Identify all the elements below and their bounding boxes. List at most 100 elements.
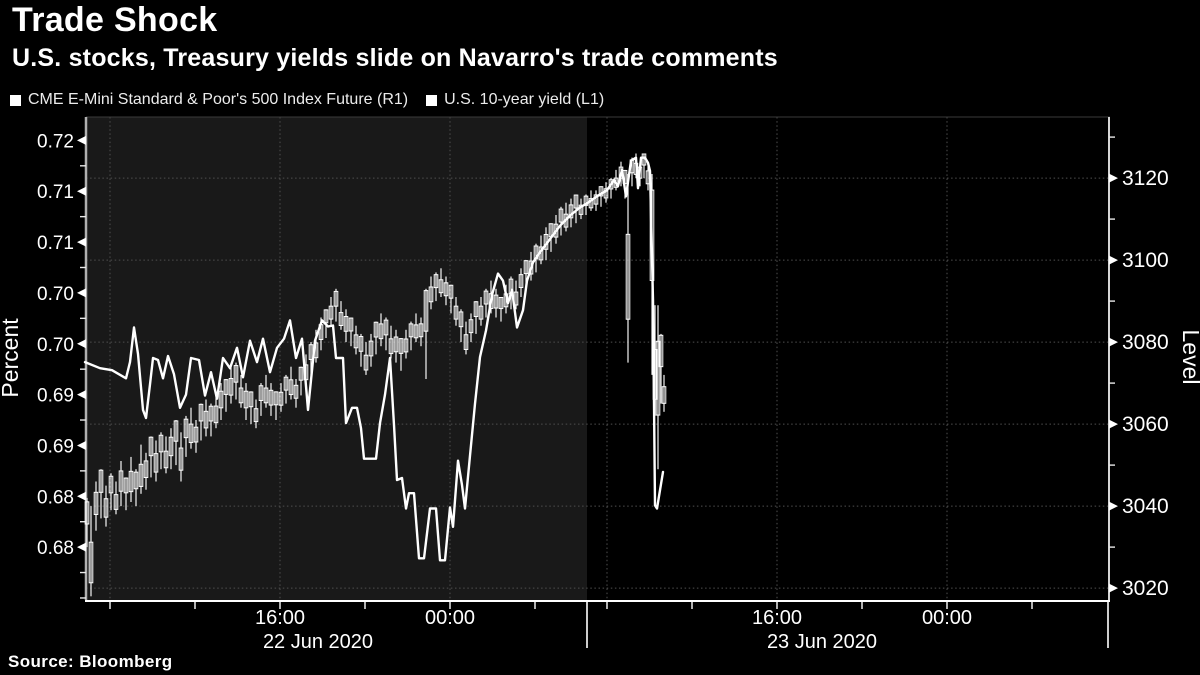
candle-body — [223, 379, 229, 395]
candle-body — [388, 338, 394, 355]
candle-body — [443, 282, 449, 297]
right-axis-tick-label: 3040 — [1122, 495, 1169, 518]
candle-body — [193, 426, 199, 443]
right-axis-tick-label: 3100 — [1122, 249, 1169, 272]
candle-body — [283, 376, 289, 391]
x-axis-date-label: 23 Jun 2020 — [767, 631, 877, 653]
candle-body — [383, 319, 389, 336]
candle-body — [458, 311, 464, 328]
candle-body — [603, 188, 609, 199]
right-axis-major-tick — [1109, 173, 1118, 183]
candle-body — [248, 391, 254, 408]
left-axis-major-tick — [77, 339, 86, 349]
candle-body — [158, 434, 164, 453]
candle-body — [198, 403, 204, 422]
candle-body — [218, 390, 224, 409]
candle-body — [661, 386, 667, 404]
candle-body — [148, 436, 154, 457]
candle-body — [258, 385, 264, 401]
left-axis-tick-label: 0.68 — [37, 538, 74, 559]
right-axis-major-tick — [1109, 501, 1118, 511]
level-axis-title: Level — [1178, 330, 1200, 385]
candle-body — [393, 336, 399, 353]
candle-body — [288, 379, 294, 396]
left-axis-tick-label: 0.71 — [37, 233, 74, 254]
candle-body — [418, 323, 424, 338]
right-axis-tick-label: 3020 — [1122, 577, 1169, 600]
left-axis-tick-label: 0.70 — [37, 284, 74, 305]
percent-axis-title: Percent — [0, 318, 23, 398]
left-axis-tick-label: 0.71 — [37, 182, 74, 203]
candle-body — [298, 366, 304, 381]
candle-body — [403, 338, 409, 353]
left-axis-major-tick — [77, 186, 86, 196]
candle-body — [473, 301, 479, 318]
candle-body — [433, 274, 439, 289]
candle-body — [478, 305, 484, 320]
candle-body — [93, 491, 99, 515]
right-axis-major-tick — [1109, 337, 1118, 347]
candle-body — [183, 418, 189, 439]
source-note: Source: Bloomberg — [8, 652, 173, 671]
left-axis-major-tick — [77, 390, 86, 400]
candle-body — [573, 194, 579, 209]
chart-title: Trade Shock — [12, 1, 218, 39]
x-axis-date-label: 22 Jun 2020 — [263, 631, 373, 653]
candle-body — [268, 389, 274, 406]
candle-body — [608, 179, 614, 190]
candle-body — [368, 340, 374, 357]
right-axis-major-tick — [1109, 255, 1118, 265]
candle-body — [278, 391, 284, 406]
candle-body — [498, 296, 504, 310]
left-axis-tick-label: 0.69 — [37, 386, 74, 407]
candle-body — [448, 284, 454, 299]
candle-body — [373, 321, 379, 338]
candle-body — [343, 316, 349, 332]
right-axis-tick-label: 3120 — [1122, 167, 1169, 190]
left-axis-major-tick — [77, 440, 86, 450]
candle-body — [428, 286, 434, 303]
legend-swatch-icon — [426, 94, 438, 106]
candle-body — [348, 317, 354, 332]
candle-body — [208, 405, 214, 422]
candle-body — [178, 447, 184, 471]
candle-body — [98, 469, 104, 493]
candle-body — [468, 319, 474, 334]
candle-body — [153, 453, 159, 473]
series-10yr-yield-line — [83, 156, 665, 562]
candle-body — [238, 387, 244, 404]
right-axis-major-tick — [1109, 419, 1118, 429]
candle-body — [658, 334, 664, 368]
legend-swatch-icon — [10, 94, 21, 106]
series-sp500-future-candles — [84, 153, 667, 597]
chart-subtitle: U.S. stocks, Treasury yields slide on Na… — [12, 44, 778, 72]
left-axis-major-tick — [77, 237, 86, 247]
candle-body — [568, 204, 574, 219]
candle-body — [233, 365, 239, 383]
candle-body — [328, 305, 334, 320]
candle-body — [438, 279, 444, 294]
candle-body — [273, 391, 279, 406]
right-axis-tick-label: 3060 — [1122, 413, 1169, 436]
candle-body — [138, 463, 144, 487]
candle-body — [163, 450, 169, 469]
candle-body — [84, 501, 90, 525]
candle-body — [453, 305, 459, 320]
candle-body — [523, 260, 529, 275]
candle-body — [518, 274, 524, 289]
candle-body — [108, 475, 114, 494]
candle-body — [483, 290, 489, 305]
candle-body — [168, 436, 174, 457]
candle-body — [625, 233, 631, 320]
x-axis-time-label: 00:00 — [425, 607, 475, 629]
candle-body — [408, 323, 414, 338]
candle-body — [228, 378, 234, 396]
legend-label-sp500-future: CME E-Mini Standard & Poor's 500 Index F… — [28, 91, 409, 108]
candle-body — [493, 294, 499, 309]
left-axis-tick-label: 0.72 — [37, 131, 74, 152]
candle-body — [363, 354, 369, 371]
left-axis-major-tick — [77, 542, 86, 552]
x-axis-time-label: 00:00 — [922, 607, 972, 629]
candle-body — [358, 336, 364, 352]
